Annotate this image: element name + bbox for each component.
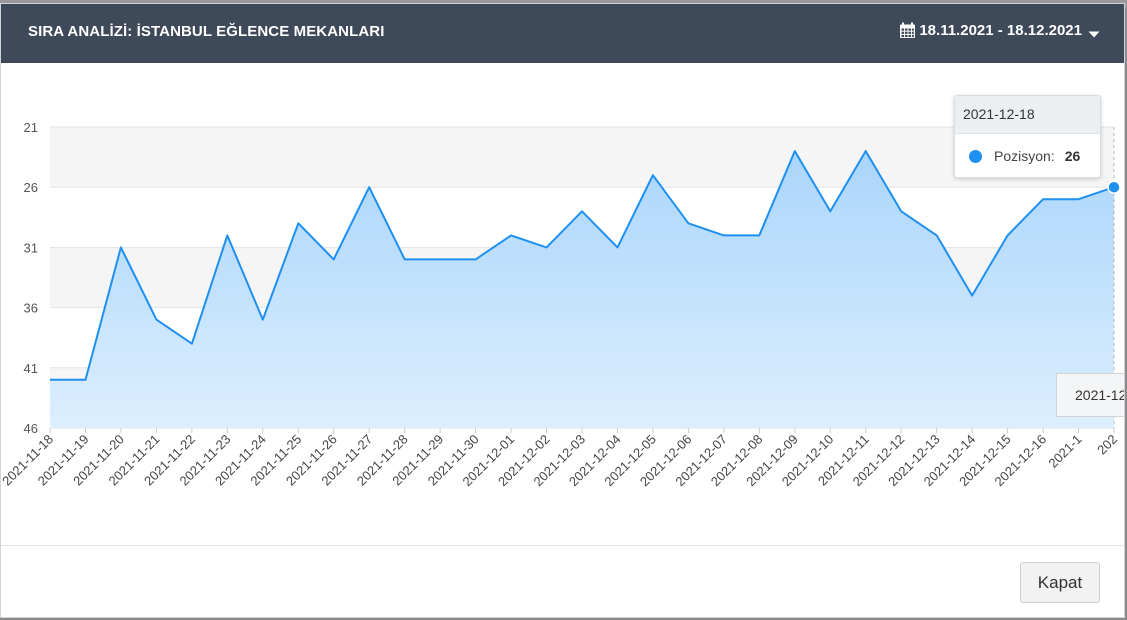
caret-down-icon — [1088, 26, 1100, 38]
date-range-label: 18.11.2021 - 18.12.2021 — [919, 22, 1082, 39]
y-tick-label: 26 — [24, 180, 38, 195]
close-button[interactable]: Kapat — [1020, 562, 1100, 603]
tooltip-series-label: Pozisyon: — [994, 148, 1055, 164]
tooltip-series-value: 26 — [1064, 148, 1081, 164]
calendar-icon — [899, 22, 916, 39]
modal-body: 21 26 31 36 41 46 2021-11-18 2021-11-19 2021-11… — [1, 63, 1124, 545]
date-range-picker[interactable]: 18.11.2021 - 18.12.2021 — [899, 22, 1100, 39]
modal-title: SIRA ANALİZİ: İSTANBUL EĞLENCE MEKANLARI — [28, 23, 385, 40]
tooltip-series-row: Pozisyon: 26 — [955, 134, 1100, 178]
x-tick-label: 202 — [1094, 432, 1120, 458]
highlighted-data-point[interactable] — [1107, 180, 1121, 194]
chart-tooltip: 2021-12-18 Pozisyon: 26 — [954, 95, 1101, 178]
modal-header: SIRA ANALİZİ: İSTANBUL EĞLENCE MEKANLARI… — [1, 4, 1124, 63]
tooltip-date: 2021-12-18 — [955, 96, 1100, 134]
x-tick-label: 2021-1 — [1045, 432, 1084, 471]
y-tick-label: 36 — [24, 301, 38, 316]
y-tick-label: 31 — [24, 240, 38, 255]
position-line — [50, 150, 1115, 381]
y-tick-label: 41 — [24, 361, 38, 376]
footer-divider — [1, 545, 1124, 546]
y-tick-label: 21 — [24, 120, 38, 135]
position-area — [50, 151, 1114, 428]
plot-band — [50, 127, 1114, 188]
series-marker-icon — [969, 149, 982, 163]
crosshair-x-label: 2021-12 — [1056, 373, 1124, 417]
rank-analysis-modal: SIRA ANALİZİ: İSTANBUL EĞLENCE MEKANLARI… — [0, 3, 1125, 618]
y-tick-label: 46 — [24, 421, 38, 436]
